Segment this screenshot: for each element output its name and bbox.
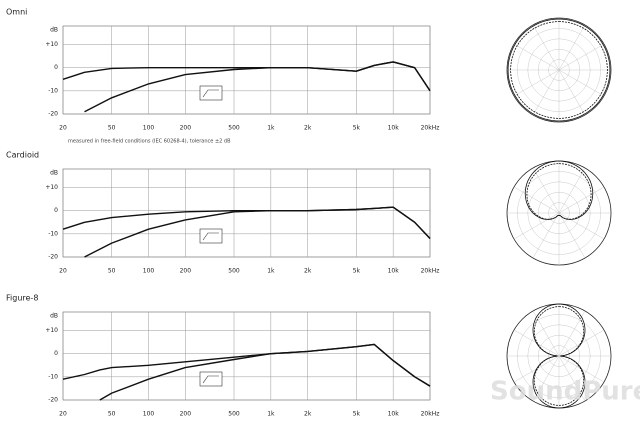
x-tick-label: 10k <box>388 268 400 275</box>
chart-title: Figure-8 <box>6 294 38 303</box>
x-tick-label: 200 <box>180 125 192 132</box>
polar-pattern <box>507 18 611 122</box>
polar-pattern <box>510 21 608 119</box>
y-tick-label: -20 <box>48 254 58 261</box>
x-tick-label: 5k <box>353 125 361 132</box>
polar-spoke <box>532 69 560 116</box>
polar-pattern <box>533 306 585 406</box>
response-line <box>84 206 431 258</box>
x-tick-label: 500 <box>228 268 240 275</box>
polar-spoke <box>513 43 560 71</box>
annotation: measured in free-field conditions (IEC 6… <box>68 139 231 145</box>
x-tick-label: 50 <box>108 268 116 275</box>
x-tick-label: 50 <box>108 125 116 132</box>
polar-spoke <box>558 310 586 357</box>
x-tick-label: 1k <box>267 268 275 275</box>
x-tick-label: 100 <box>143 268 155 275</box>
x-tick-label: 50 <box>108 411 116 418</box>
filter-icon <box>199 371 223 387</box>
polar-spoke <box>558 24 586 71</box>
y-tick-label: 0 <box>54 64 58 71</box>
polar-spoke <box>513 212 560 240</box>
x-tick-label: 20kHz <box>421 125 440 132</box>
x-tick-label: 500 <box>228 411 240 418</box>
y-tick-label: -10 <box>48 230 58 237</box>
polar-spoke <box>558 43 605 71</box>
x-tick-label: 20 <box>59 125 67 132</box>
y-tick-label: +10 <box>45 184 58 191</box>
filter-icon-curve <box>202 89 219 98</box>
polar-spoke <box>532 24 560 71</box>
polar-spoke <box>558 167 586 214</box>
x-tick-label: 20kHz <box>421 411 440 418</box>
y-tick-label: +10 <box>45 41 58 48</box>
chart-title: Omni <box>6 8 27 17</box>
response-line <box>62 343 431 387</box>
filter-icon-curve <box>202 232 219 241</box>
polar-spoke <box>532 310 560 357</box>
x-tick-label: 200 <box>180 411 192 418</box>
watermark: SoundPure <box>490 377 640 407</box>
plot-frame <box>62 168 431 258</box>
x-tick-label: 5k <box>353 268 361 275</box>
y-tick-label: -20 <box>48 397 58 404</box>
x-tick-label: 10k <box>388 125 400 132</box>
y-tick-label: -10 <box>48 373 58 380</box>
response-line <box>62 61 431 92</box>
response-line <box>99 343 431 401</box>
x-tick-label: 10k <box>388 411 400 418</box>
x-tick-label: 1k <box>267 125 275 132</box>
polar-pattern <box>532 303 586 409</box>
x-tick-label: 20 <box>59 411 67 418</box>
plot-frame <box>62 25 431 115</box>
polar-spoke <box>558 212 586 259</box>
x-tick-label: 20 <box>59 268 67 275</box>
polar-spoke <box>558 69 586 116</box>
x-tick-label: 100 <box>143 411 155 418</box>
x-tick-label: 200 <box>180 268 192 275</box>
x-tick-label: 500 <box>228 125 240 132</box>
x-tick-label: 2k <box>304 411 312 418</box>
polar-spoke <box>513 69 560 97</box>
polar-spoke <box>558 186 605 214</box>
y-axis-label: dB <box>50 27 58 34</box>
y-tick-label: +10 <box>45 327 58 334</box>
polar-spoke <box>532 355 560 402</box>
polar-spoke <box>558 69 605 97</box>
polar-pattern <box>526 163 592 220</box>
y-tick-label: -20 <box>48 111 58 118</box>
y-tick-label: 0 <box>54 207 58 214</box>
x-tick-label: 100 <box>143 125 155 132</box>
filter-icon <box>199 85 223 101</box>
polar-spoke <box>558 212 605 240</box>
x-tick-label: 20kHz <box>421 268 440 275</box>
x-tick-label: 5k <box>353 411 361 418</box>
x-tick-label: 2k <box>304 268 312 275</box>
y-tick-label: -10 <box>48 87 58 94</box>
polar-spoke <box>532 212 560 259</box>
polar-spoke <box>558 355 586 402</box>
polar-spoke <box>513 186 560 214</box>
x-tick-label: 1k <box>267 411 275 418</box>
x-tick-label: 2k <box>304 125 312 132</box>
y-tick-label: 0 <box>54 350 58 357</box>
chart-title: Cardioid <box>6 151 39 160</box>
response-line <box>84 61 431 113</box>
filter-icon <box>199 228 223 244</box>
y-axis-label: dB <box>50 313 58 320</box>
polar-spoke <box>532 167 560 214</box>
y-axis-label: dB <box>50 170 58 177</box>
filter-icon-curve <box>202 375 219 384</box>
